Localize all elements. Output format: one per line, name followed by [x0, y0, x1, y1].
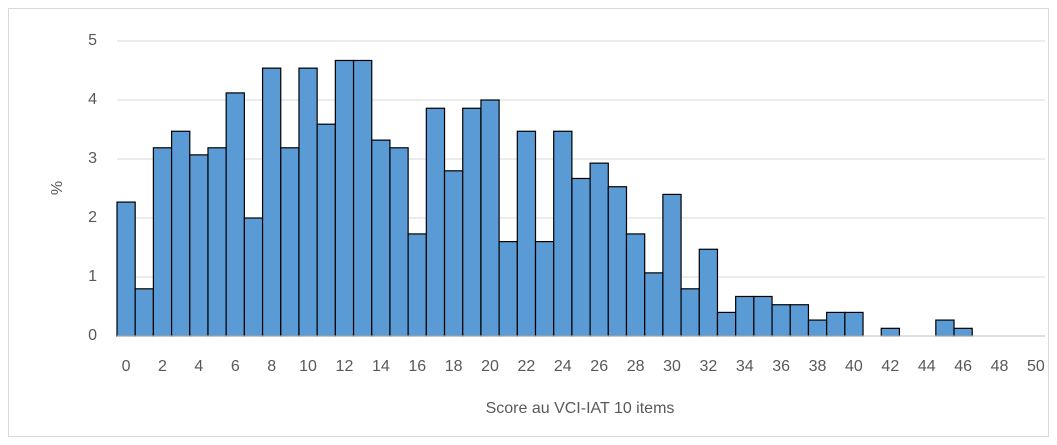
x-tick-label: 32 — [699, 358, 717, 375]
bar — [261, 67, 282, 337]
bar — [735, 295, 755, 337]
bar — [516, 130, 537, 337]
bar — [425, 107, 446, 337]
bar — [498, 241, 518, 337]
x-tick-label: 30 — [663, 358, 681, 375]
bar — [625, 233, 646, 337]
bar — [371, 139, 391, 337]
x-tick-label: 38 — [809, 358, 827, 375]
x-tick-label: 10 — [299, 358, 317, 375]
bar — [807, 319, 828, 337]
bar — [189, 154, 209, 337]
bar — [207, 147, 227, 337]
bar — [170, 130, 191, 337]
x-tick-label: 36 — [772, 358, 790, 375]
x-tick-label: 0 — [122, 358, 131, 375]
x-tick-label: 34 — [736, 358, 754, 375]
y-tick-label: 2 — [88, 209, 97, 226]
bar — [844, 311, 864, 337]
bar — [443, 170, 464, 337]
bar — [534, 241, 555, 337]
bar — [571, 177, 591, 337]
x-tick-label: 42 — [881, 358, 899, 375]
bar — [589, 162, 609, 337]
x-tick-label: 18 — [445, 358, 463, 375]
bar — [789, 304, 810, 337]
bar — [225, 92, 245, 337]
x-tick-label: 24 — [554, 358, 572, 375]
x-tick-label: 22 — [518, 358, 536, 375]
bar — [753, 295, 773, 337]
bar — [553, 130, 573, 337]
x-tick-label: 26 — [590, 358, 608, 375]
bar — [771, 304, 791, 337]
x-tick-label: 4 — [194, 358, 203, 375]
bar — [880, 327, 901, 337]
y-tick-label: 0 — [88, 327, 97, 344]
bar — [680, 288, 700, 337]
bar — [826, 311, 846, 337]
x-axis-title: Score au VCI-IAT 10 items — [486, 400, 675, 417]
bar — [243, 217, 264, 337]
bar — [644, 272, 664, 337]
y-axis-title: % — [49, 181, 66, 195]
bar — [698, 248, 719, 337]
bar — [116, 201, 136, 337]
y-tick-label: 3 — [88, 150, 97, 167]
bar — [716, 311, 737, 337]
x-tick-label: 44 — [918, 358, 936, 375]
x-tick-label: 8 — [267, 358, 276, 375]
bar — [407, 233, 427, 337]
x-tick-label: 46 — [954, 358, 972, 375]
x-tick-label: 2 — [158, 358, 167, 375]
x-tick-label: 28 — [627, 358, 645, 375]
x-tick-label: 14 — [372, 358, 390, 375]
x-tick-label: 16 — [408, 358, 426, 375]
x-tick-label: 12 — [336, 358, 354, 375]
bar — [480, 99, 500, 337]
x-tick-label: 50 — [1027, 358, 1045, 375]
bar — [298, 67, 318, 337]
bar — [607, 186, 628, 337]
x-tick-label: 40 — [845, 358, 863, 375]
bar — [134, 288, 154, 337]
bar — [662, 193, 682, 337]
x-tick-label: 20 — [481, 358, 499, 375]
x-tick-label: 48 — [991, 358, 1009, 375]
bar — [316, 123, 336, 337]
bar — [280, 147, 300, 337]
bar — [334, 59, 355, 337]
bar — [352, 59, 373, 337]
x-tick-label: 6 — [231, 358, 240, 375]
bar — [953, 327, 973, 337]
bar — [152, 147, 173, 337]
bar — [462, 107, 482, 337]
bar — [389, 147, 409, 337]
bar — [935, 319, 955, 337]
y-tick-label: 4 — [88, 91, 97, 108]
y-tick-label: 1 — [88, 268, 97, 285]
y-tick-label: 5 — [88, 32, 97, 49]
